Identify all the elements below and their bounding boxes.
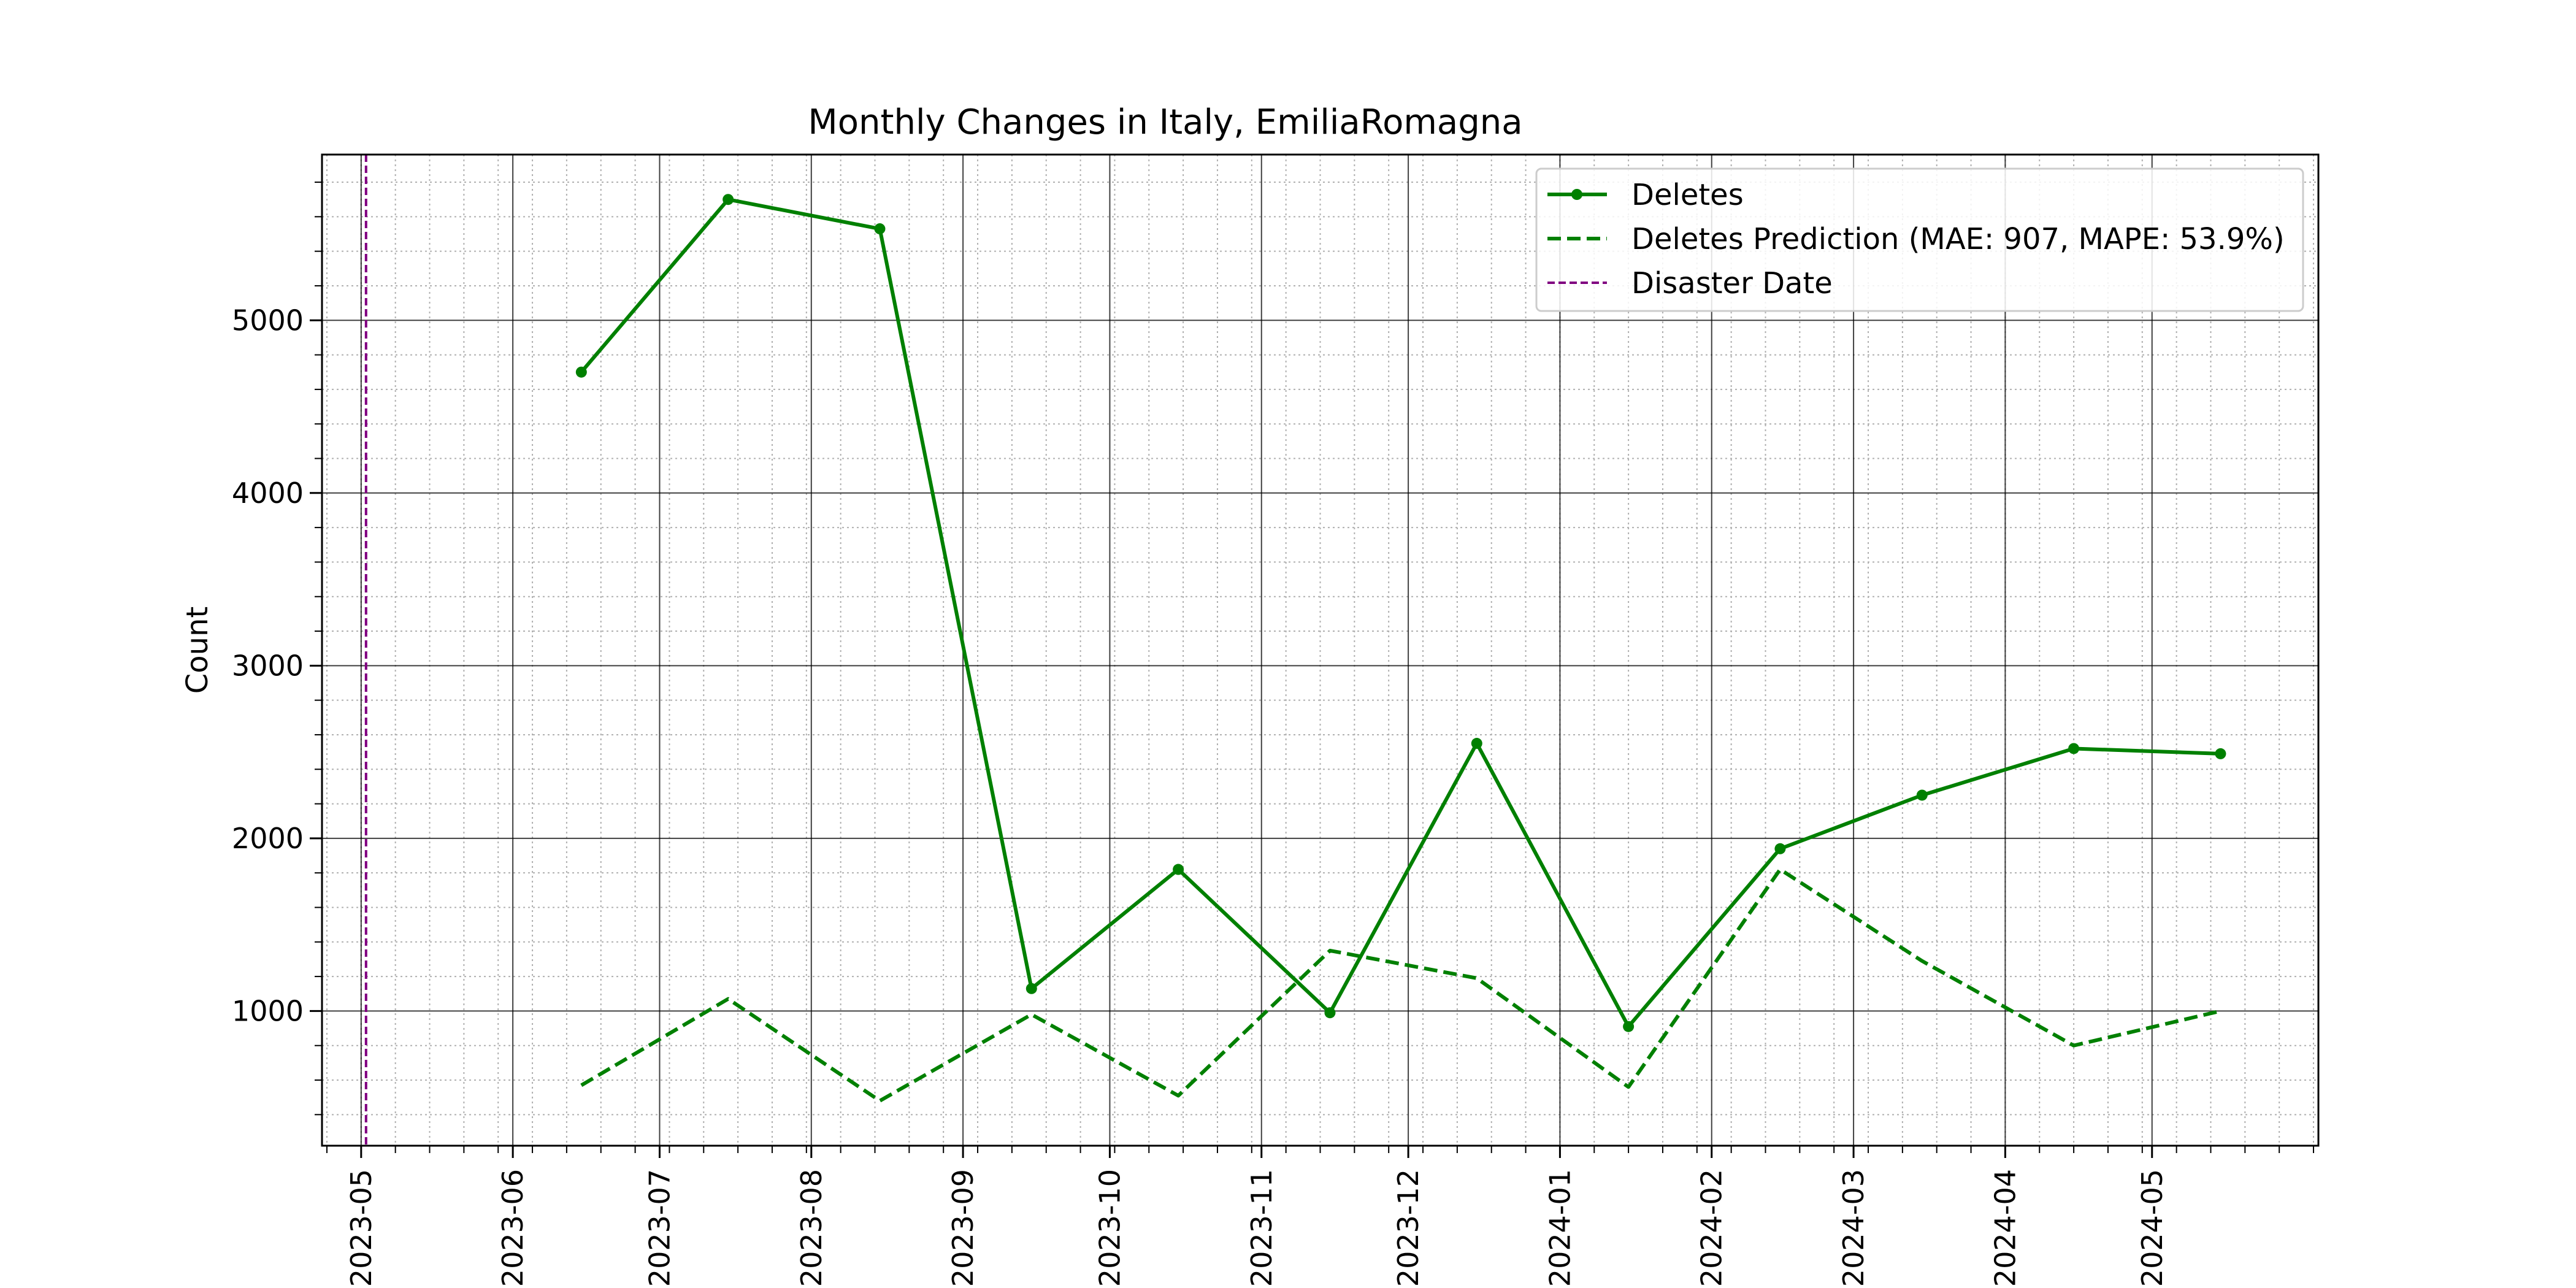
data-point	[1471, 738, 1482, 749]
data-point	[1324, 1007, 1336, 1019]
data-point	[2215, 748, 2226, 759]
x-tick-label: 2024-05	[2136, 1169, 2169, 1287]
series-line-0	[580, 197, 2221, 1029]
y-tick-label: 5000	[232, 304, 304, 337]
legend-label-0: Deletes	[1631, 178, 1744, 212]
data-point	[1774, 843, 1786, 854]
x-tick-label: 2023-07	[643, 1169, 676, 1287]
y-tick-label: 4000	[232, 477, 304, 510]
y-tick-label: 3000	[232, 649, 304, 682]
legend: Deletes Deletes Prediction (MAE: 907, MAP…	[1535, 167, 2304, 312]
y-axis-label: Count	[180, 607, 215, 694]
x-tick-label: 2023-09	[946, 1169, 979, 1287]
data-point	[723, 194, 734, 205]
x-tick-label: 2023-12	[1392, 1169, 1425, 1287]
major-grid	[322, 155, 2318, 1146]
data-point	[1623, 1021, 1635, 1032]
y-tick-label: 2000	[232, 822, 304, 855]
x-tick-label: 2023-06	[496, 1169, 529, 1287]
legend-marker	[1571, 189, 1582, 200]
x-tick-label: 2023-08	[795, 1169, 828, 1287]
chart-title: Monthly Changes in Italy, EmiliaRomagna	[808, 102, 1522, 142]
x-tick-label: 2024-03	[1837, 1169, 1870, 1287]
data-point	[575, 366, 587, 378]
series-layer	[575, 194, 2226, 1103]
x-tick-label: 2023-05	[345, 1169, 378, 1287]
series-line-1	[580, 867, 2221, 1103]
legend-label-2: Disaster Date	[1631, 266, 1833, 301]
x-axis: 2023-05 2023-06 2023-07 2023-08 2023-09 2023-…	[326, 1146, 2315, 1287]
y-axis: 1000 2000 3000 4000 5000	[232, 182, 322, 1116]
data-point	[874, 223, 886, 235]
legend-box	[1535, 167, 2304, 312]
x-tick-label: 2023-11	[1245, 1169, 1278, 1287]
x-tick-label: 2024-04	[1988, 1169, 2022, 1287]
data-point	[1173, 864, 1184, 875]
data-point	[1916, 789, 1928, 801]
x-tick-label: 2023-10	[1093, 1169, 1126, 1287]
legend-label-1: Deletes Prediction (MAE: 907, MAPE: 53.9…	[1631, 222, 2285, 256]
data-point	[1025, 983, 1037, 994]
data-point	[2068, 743, 2080, 754]
x-tick-label: 2024-01	[1543, 1169, 1576, 1287]
y-tick-label: 1000	[232, 994, 304, 1027]
x-tick-label: 2024-02	[1695, 1169, 1728, 1287]
